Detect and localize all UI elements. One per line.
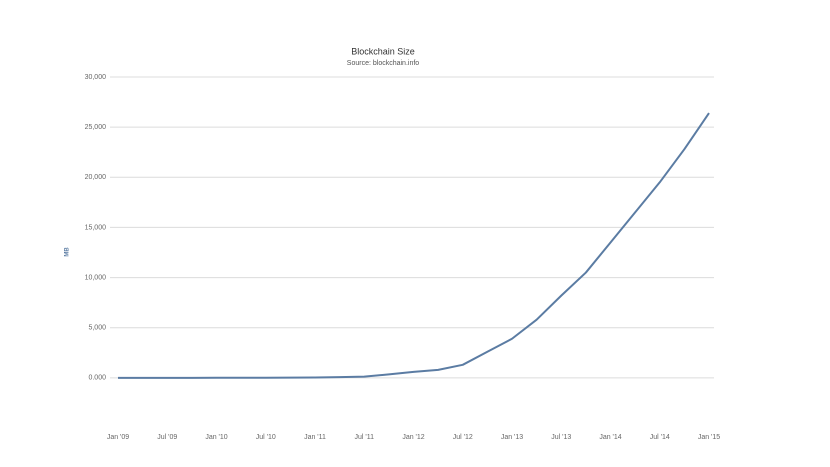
x-tick-label: Jan '10 <box>205 434 227 441</box>
y-axis-label: MB <box>65 247 71 257</box>
y-tick-label: 25,000 <box>85 124 107 131</box>
chart-subtitle: Source: blockchain.info <box>347 60 419 67</box>
x-tick-label: Jul '09 <box>157 434 177 441</box>
x-tick-label: Jul '10 <box>256 434 276 441</box>
x-tick-label: Jan '09 <box>107 434 129 441</box>
x-tick-label: Jul '11 <box>355 434 375 441</box>
x-tick-label: Jan '13 <box>501 434 523 441</box>
y-tick-label: 20,000 <box>85 174 107 181</box>
chart-title: Blockchain Size <box>351 46 415 56</box>
y-tick-label: 15,000 <box>85 224 107 231</box>
x-tick-label: Jan '11 <box>304 434 326 441</box>
y-tick-label: 10,000 <box>85 274 107 281</box>
data-line <box>117 112 710 379</box>
x-tick-label: Jan '12 <box>402 434 424 441</box>
x-tick-label: Jul '14 <box>650 434 670 441</box>
x-tick-label: Jan '15 <box>698 434 720 441</box>
x-tick-label: Jul '13 <box>551 434 571 441</box>
x-tick-label: Jul '12 <box>453 434 473 441</box>
y-tick-label: 5,000 <box>88 325 106 332</box>
x-tick-label: Jan '14 <box>599 434 621 441</box>
y-tick-label: 0.000 <box>88 375 106 382</box>
y-tick-label: 30,000 <box>85 74 107 81</box>
